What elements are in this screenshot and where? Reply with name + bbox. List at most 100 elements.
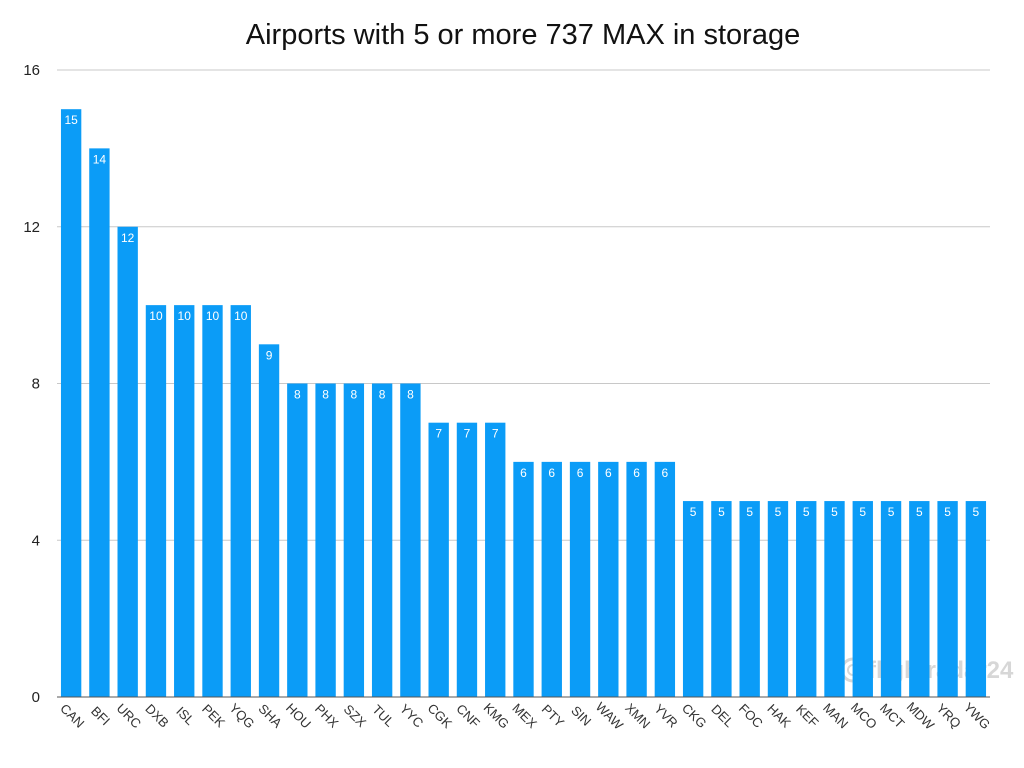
x-tick-label: KMG <box>481 700 513 732</box>
bar <box>796 501 817 697</box>
bar <box>965 501 987 697</box>
x-tick-label: MEX <box>509 701 540 732</box>
bars <box>60 109 987 697</box>
bar-value-label: 8 <box>294 388 301 402</box>
x-tick-label: CGK <box>425 701 456 732</box>
bar-value-label: 5 <box>831 505 838 519</box>
x-tick-label: MCT <box>877 701 908 732</box>
x-tick-label: YYC <box>397 701 427 731</box>
bar <box>428 422 449 697</box>
x-tick-label: YVR <box>651 701 681 731</box>
bar-value-label: 8 <box>379 388 386 402</box>
bar <box>711 501 732 697</box>
x-tick-label: HOU <box>283 700 314 731</box>
bar-value-label: 14 <box>93 152 107 166</box>
x-tick-label: YWG <box>961 700 994 733</box>
bar <box>626 461 647 697</box>
x-tick-label: ISL <box>173 704 197 728</box>
bar <box>541 461 562 697</box>
bar-value-label: 6 <box>662 466 669 480</box>
bar <box>315 383 336 697</box>
bar-value-label: 12 <box>121 231 135 245</box>
x-tick-label: BFI <box>88 703 113 728</box>
bar <box>400 383 421 697</box>
bar <box>230 305 251 697</box>
bar-value-label: 5 <box>888 505 895 519</box>
bar-value-label: 8 <box>407 388 414 402</box>
bar-labels: 15 14 12 10 10 10 10 9 8 8 8 8 8 7 7 7 6 6 6 6 6 6 5 5 5 5 5 5 5 5 5 5 5 <box>64 113 979 519</box>
bar <box>60 109 82 697</box>
bar <box>513 461 534 697</box>
bar <box>456 422 478 697</box>
bar-value-label: 8 <box>322 388 329 402</box>
bar <box>371 383 393 697</box>
x-tick-label: KEF <box>793 702 822 731</box>
bar-value-label: 8 <box>351 388 358 402</box>
x-tick-label: XMN <box>622 700 653 731</box>
bar <box>739 501 760 697</box>
bar <box>569 461 591 697</box>
x-tick-label: PEK <box>199 701 228 730</box>
bar <box>824 501 845 697</box>
bar <box>880 501 902 697</box>
x-tick-label: SZX <box>341 702 370 731</box>
bar <box>145 305 167 697</box>
bar-value-label: 6 <box>577 466 584 480</box>
bar-value-label: 6 <box>520 466 527 480</box>
y-tick-label: 0 <box>32 689 40 706</box>
x-tick-label: MDW <box>904 699 938 733</box>
bar <box>202 305 223 697</box>
x-tick-label: PTY <box>539 702 568 731</box>
x-tick-label: YQG <box>226 700 257 731</box>
bar-value-label: 7 <box>492 427 499 441</box>
bar <box>767 501 789 697</box>
bar <box>485 422 506 697</box>
x-tick-label: DEL <box>708 702 736 730</box>
x-tick-label: CKG <box>679 701 710 732</box>
bar-value-label: 5 <box>746 505 753 519</box>
y-tick-label: 8 <box>32 376 40 393</box>
chart-title: Airports with 5 or more 737 MAX in stora… <box>246 19 800 51</box>
bar-value-label: 6 <box>605 466 612 480</box>
bar-value-label: 10 <box>149 309 163 323</box>
x-tick-label: SIN <box>568 703 594 729</box>
bar <box>682 501 704 697</box>
bar-value-label: 5 <box>718 505 725 519</box>
x-tick-label: PHX <box>312 701 342 731</box>
bar-value-label: 7 <box>435 427 442 441</box>
bar-value-label: 6 <box>633 466 640 480</box>
x-tick-label: FOC <box>736 701 766 731</box>
bar <box>174 305 195 697</box>
bar <box>852 501 873 697</box>
bar <box>117 226 138 697</box>
y-tick-label: 16 <box>23 62 40 79</box>
bar <box>343 383 365 697</box>
y-axis: 0 4 8 12 16 <box>23 62 40 706</box>
bar <box>654 461 676 697</box>
x-tick-label: TUL <box>369 702 397 730</box>
bar-value-label: 6 <box>548 466 555 480</box>
bar <box>287 383 308 697</box>
y-tick-label: 12 <box>23 219 40 236</box>
bar <box>598 461 619 697</box>
bar-value-label: 5 <box>973 505 980 519</box>
bar <box>258 344 280 697</box>
bar-value-label: 15 <box>64 113 78 127</box>
x-tick-label: DXB <box>142 701 172 731</box>
bar-value-label: 9 <box>266 348 273 362</box>
bar-value-label: 10 <box>206 309 220 323</box>
x-tick-label: HAK <box>764 701 794 731</box>
x-tick-label: WAW <box>593 699 627 733</box>
bar-value-label: 7 <box>464 427 471 441</box>
bar-value-label: 10 <box>178 309 192 323</box>
y-tick-label: 4 <box>32 532 40 549</box>
bar <box>909 501 930 697</box>
x-tick-label: YRQ <box>934 701 965 732</box>
bar-value-label: 10 <box>234 309 248 323</box>
bar-value-label: 5 <box>775 505 782 519</box>
bar-value-label: 5 <box>916 505 923 519</box>
bar-value-label: 5 <box>690 505 697 519</box>
